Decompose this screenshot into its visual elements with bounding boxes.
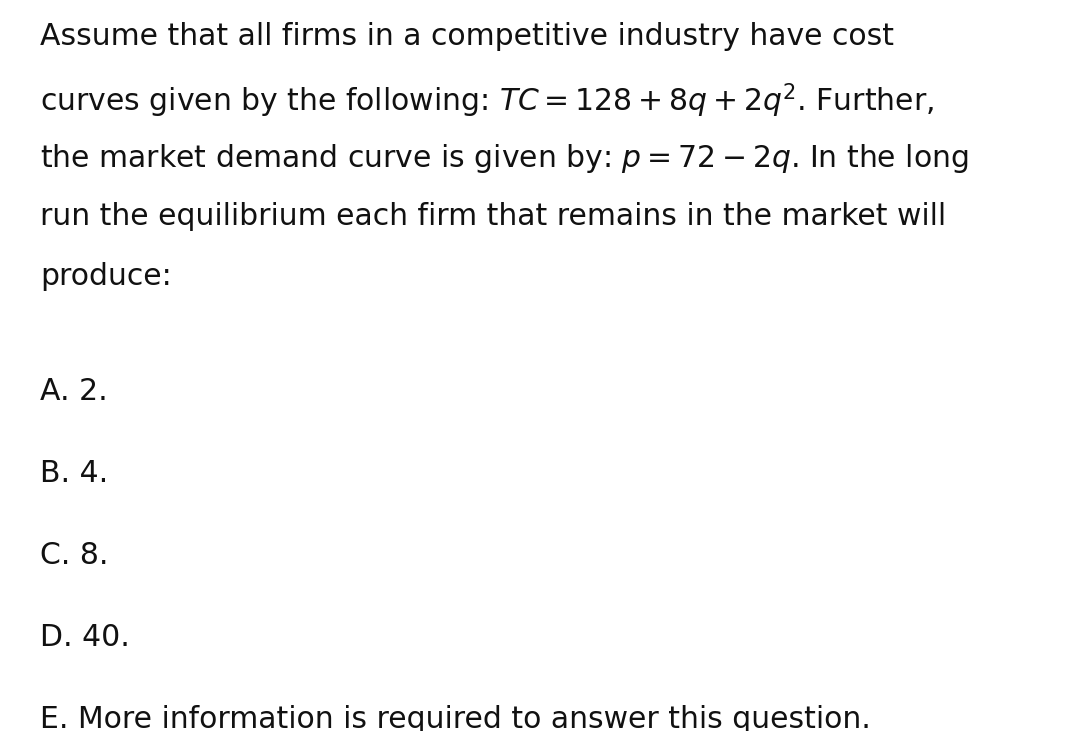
Text: C. 8.: C. 8. <box>40 541 108 570</box>
Text: produce:: produce: <box>40 262 172 291</box>
Text: A. 2.: A. 2. <box>40 377 108 406</box>
Text: D. 40.: D. 40. <box>40 623 130 652</box>
Text: run the equilibrium each firm that remains in the market will: run the equilibrium each firm that remai… <box>40 202 946 231</box>
Text: B. 4.: B. 4. <box>40 459 108 488</box>
Text: the market demand curve is given by: $p = 72 - 2q$. In the long: the market demand curve is given by: $p … <box>40 142 969 175</box>
Text: curves given by the following: $TC = 128 + 8q + 2q^2$. Further,: curves given by the following: $TC = 128… <box>40 82 934 121</box>
Text: Assume that all firms in a competitive industry have cost: Assume that all firms in a competitive i… <box>40 22 894 51</box>
Text: E. More information is required to answer this question.: E. More information is required to answe… <box>40 705 870 731</box>
